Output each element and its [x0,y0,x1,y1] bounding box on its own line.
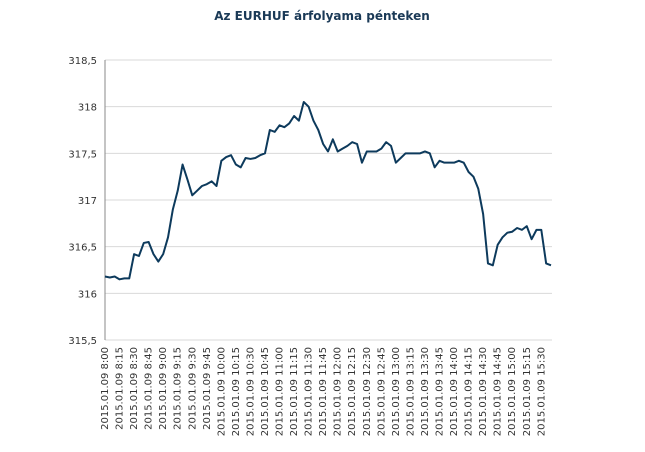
x-tick-label: 2015.01.09 12:45 [376,347,387,436]
y-tick-label: 316 [78,289,97,300]
x-tick-label: 2015.01.09 15:30 [536,347,547,436]
x-tick-label: 2015.01.09 13:45 [435,347,446,436]
chart-title: Az EURHUF árfolyama pénteken [214,9,430,23]
x-tick-label: 2015.01.09 15:15 [522,347,533,436]
x-tick-label: 2015.01.09 10:00 [216,347,227,436]
x-tick-label: 2015.01.09 8:30 [129,347,140,430]
x-tick-label: 2015.01.09 9:00 [158,347,169,430]
x-tick-label: 2015.01.09 13:30 [420,347,431,436]
x-tick-label: 2015.01.09 14:45 [493,347,504,436]
x-tick-label: 2015.01.09 9:30 [187,347,198,430]
x-tick-label: 2015.01.09 8:15 [115,347,126,430]
x-tick-label: 2015.01.09 14:00 [449,347,460,436]
x-tick-label: 2015.01.09 11:30 [304,347,315,436]
y-tick-label: 318 [78,103,97,114]
y-tick-label: 315,5 [68,336,97,347]
x-tick-label: 2015.01.09 13:00 [391,347,402,436]
x-tick-label: 2015.01.09 12:00 [333,347,344,436]
x-tick-label: 2015.01.09 11:45 [318,347,329,436]
x-tick-label: 2015.01.09 9:45 [202,347,213,430]
y-tick-label: 316,5 [68,243,97,254]
x-tick-label: 2015.01.09 10:45 [260,347,271,436]
x-tick-label: 2015.01.09 15:00 [507,347,518,436]
x-tick-label: 2015.01.09 10:30 [245,347,256,436]
x-tick-label: 2015.01.09 12:15 [347,347,358,436]
x-tick-label: 2015.01.09 11:00 [275,347,286,436]
x-tick-label: 2015.01.09 14:30 [478,347,489,436]
line [104,101,552,281]
x-tick-label: 2015.01.09 10:15 [231,347,242,436]
y-tick-label: 317,5 [68,149,97,160]
x-tick-label: 2015.01.09 13:15 [405,347,416,436]
x-tick-label: 2015.01.09 12:30 [362,347,373,436]
x-tick-label: 2015.01.09 8:00 [100,347,111,430]
y-tick-label: 318,5 [68,56,97,67]
x-tick-label: 2015.01.09 8:45 [144,347,155,430]
x-tick-label: 2015.01.09 11:15 [289,347,300,436]
x-tick-label: 2015.01.09 14:15 [464,347,475,436]
y-tick-label: 317 [78,196,97,207]
x-tick-label: 2015.01.09 9:15 [173,347,184,430]
